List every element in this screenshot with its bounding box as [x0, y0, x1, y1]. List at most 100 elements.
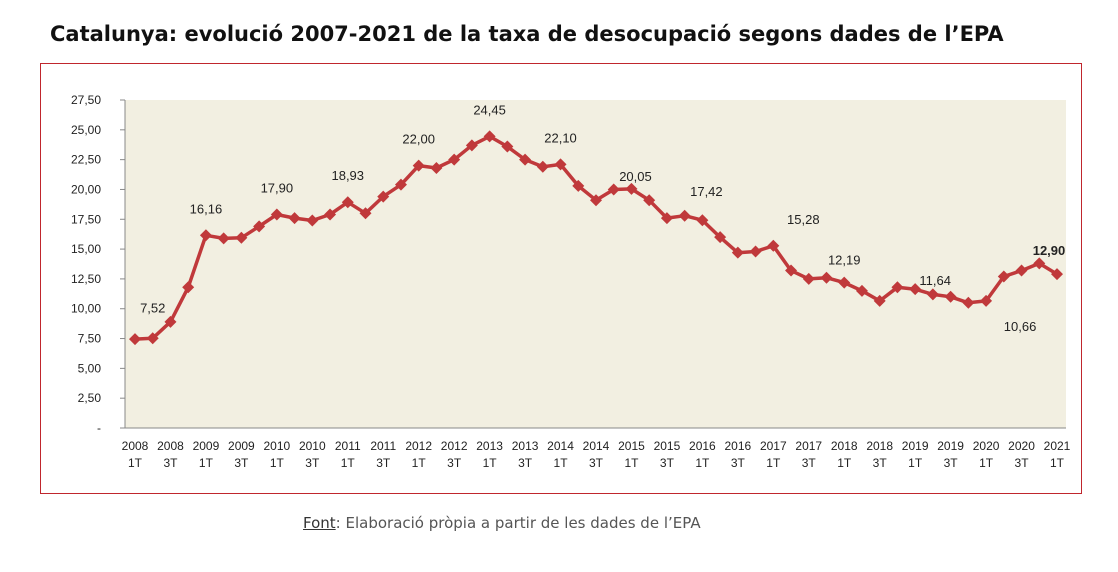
data-label: 22,10 — [544, 130, 577, 145]
data-label: 10,66 — [1004, 319, 1037, 334]
x-tick-label-year: 2020 — [973, 439, 1000, 453]
x-tick-label-year: 2014 — [583, 439, 610, 453]
x-tick-label-year: 2013 — [476, 439, 503, 453]
x-tick-label-quarter: 1T — [554, 456, 569, 470]
x-tick-label-year: 2010 — [263, 439, 290, 453]
series-marker — [660, 212, 673, 225]
x-tick-label-quarter: 1T — [695, 456, 710, 470]
series-marker — [714, 231, 727, 244]
series-marker — [483, 130, 496, 143]
series-marker — [377, 190, 390, 203]
x-tick-label-year: 2016 — [724, 439, 751, 453]
y-tick-label: 10,00 — [71, 302, 101, 316]
data-label: 20,05 — [619, 169, 652, 184]
x-tick-label-year: 2019 — [937, 439, 964, 453]
y-axis: - 2,50 5,00 7,50 10,00 12,50 15,00 17,50 20,00 22… — [71, 93, 126, 435]
series-marker — [749, 245, 762, 258]
series-marker — [199, 229, 212, 242]
series-marker — [962, 296, 975, 309]
source-text: : Elaboració pròpia a partir de les dade… — [335, 514, 701, 532]
x-tick-label-quarter: 3T — [376, 456, 391, 470]
x-tick-label-year: 2008 — [122, 439, 149, 453]
series-marker — [536, 160, 549, 173]
x-tick-label-quarter: 3T — [518, 456, 533, 470]
series-marker — [1051, 268, 1063, 281]
x-tick-label-quarter: 1T — [837, 456, 852, 470]
data-label: 18,93 — [331, 168, 364, 183]
series-marker — [873, 294, 886, 307]
series-marker — [501, 140, 514, 153]
series-unemployment-rate — [129, 130, 1063, 346]
series-marker — [1033, 257, 1046, 270]
data-label: 12,90 — [1033, 243, 1066, 258]
series-marker — [448, 153, 461, 166]
series-marker — [590, 194, 602, 207]
data-label: 16,16 — [190, 201, 223, 216]
x-tick-label-year: 2018 — [831, 439, 858, 453]
series-marker — [944, 290, 957, 303]
x-tick-label-year: 2018 — [866, 439, 893, 453]
y-tick-label: - — [97, 421, 101, 435]
x-tick-label-quarter: 3T — [589, 456, 604, 470]
series-marker — [696, 214, 709, 227]
x-tick-label-year: 2011 — [370, 439, 396, 453]
x-tick-label-year: 2013 — [512, 439, 539, 453]
series-marker — [926, 288, 939, 301]
x-tick-label-quarter: 1T — [341, 456, 356, 470]
source-label: Font — [303, 514, 336, 532]
series-marker — [802, 272, 815, 285]
x-tick-label-quarter: 1T — [128, 456, 143, 470]
x-tick-label-quarter: 3T — [660, 456, 675, 470]
x-tick-label-year: 2019 — [902, 439, 929, 453]
series-marker — [519, 153, 532, 166]
x-tick-label-quarter: 1T — [270, 456, 285, 470]
x-tick-label-quarter: 3T — [1015, 456, 1030, 470]
x-tick-label-quarter: 1T — [624, 456, 639, 470]
x-tick-label-year: 2009 — [228, 439, 255, 453]
series-marker — [855, 284, 868, 297]
series-marker — [767, 239, 780, 252]
series-marker — [820, 271, 833, 284]
series-marker — [235, 231, 248, 244]
data-label: 17,42 — [690, 184, 723, 199]
x-tick-label-year: 2016 — [689, 439, 716, 453]
data-label: 15,28 — [787, 212, 820, 227]
x-tick-label-year: 2015 — [654, 439, 681, 453]
chart-frame: - 2,50 5,00 7,50 10,00 12,50 15,00 17,50 20,00 22… — [40, 63, 1082, 494]
series-marker — [1015, 264, 1028, 277]
x-tick-label-year: 2017 — [795, 439, 822, 453]
y-tick-label: 7,50 — [78, 332, 102, 346]
x-tick-label-quarter: 3T — [305, 456, 320, 470]
series-marker — [146, 332, 159, 345]
series-marker — [891, 281, 904, 294]
x-tick-label-quarter: 3T — [234, 456, 249, 470]
series-marker — [997, 270, 1010, 283]
x-axis: 2008 1T 2008 3T 2009 1T 2009 3T 2010 1T 2010 3T 2011… — [122, 427, 1071, 470]
series-marker — [306, 214, 319, 227]
x-tick-label-year: 2011 — [335, 439, 361, 453]
plot-area — [125, 100, 1066, 428]
x-tick-label-year: 2015 — [618, 439, 645, 453]
x-tick-label-quarter: 1T — [1050, 456, 1065, 470]
y-tick-label: 25,00 — [71, 123, 101, 137]
series-marker — [164, 315, 177, 328]
x-tick-label-quarter: 1T — [979, 456, 994, 470]
series-marker — [324, 208, 337, 221]
series-marker — [838, 276, 851, 289]
y-tick-label: 2,50 — [78, 391, 102, 405]
x-tick-label-year: 2009 — [193, 439, 220, 453]
series-marker — [731, 246, 744, 259]
y-tick-label: 15,00 — [71, 242, 101, 256]
x-tick-label-quarter: 3T — [802, 456, 817, 470]
series-marker — [253, 220, 266, 233]
series-marker — [430, 161, 443, 174]
y-tick-label: 27,50 — [71, 93, 101, 107]
series-marker — [678, 209, 691, 222]
x-tick-label-year: 2021 — [1044, 439, 1071, 453]
x-tick-label-year: 2014 — [547, 439, 574, 453]
series-marker — [625, 182, 638, 195]
data-label: 17,90 — [261, 181, 294, 196]
x-tick-label-year: 2012 — [441, 439, 468, 453]
x-tick-label-quarter: 3T — [447, 456, 462, 470]
series-marker — [465, 139, 478, 152]
